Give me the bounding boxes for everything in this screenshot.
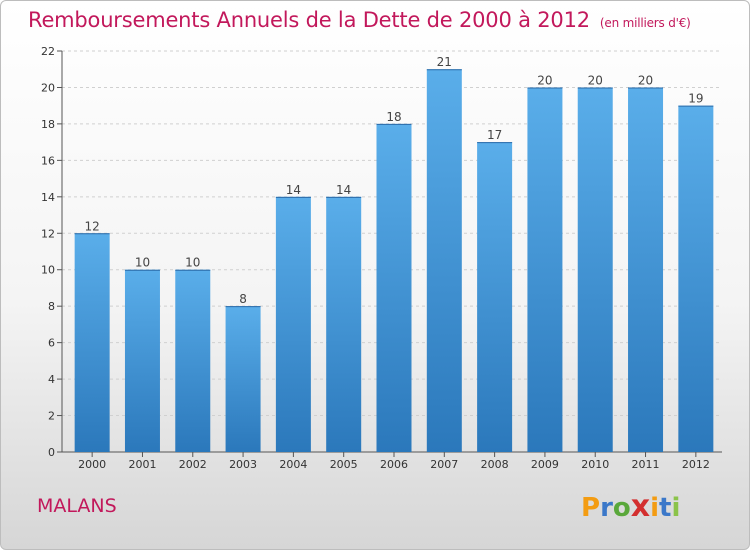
y-tick-label: 10 [41, 264, 55, 277]
x-tick-label: 2003 [229, 458, 257, 471]
proxiti-logo: Proxiti [581, 489, 680, 524]
bar [678, 105, 714, 452]
x-tick-label: 2010 [581, 458, 609, 471]
logo-letter: i [650, 493, 660, 523]
data-labels: 12 10 10 8 14 14 18 21 17 20 20 20 19 [85, 55, 704, 306]
logo-letter: x [630, 489, 651, 524]
y-tick-label: 16 [41, 154, 55, 167]
bar [628, 87, 664, 453]
data-label: 19 [688, 92, 703, 106]
y-tick-label: 14 [41, 191, 55, 204]
y-tick-label: 0 [48, 446, 55, 459]
y-tick-label: 2 [48, 410, 55, 423]
bar [275, 196, 311, 452]
data-label: 20 [537, 73, 552, 87]
data-label: 10 [135, 256, 150, 270]
bar [577, 87, 613, 453]
data-label: 21 [437, 55, 452, 69]
commune-name: MALANS [37, 495, 117, 517]
logo-letter: o [612, 493, 631, 523]
data-label: 20 [638, 73, 653, 87]
bar [527, 87, 563, 453]
bars [74, 69, 714, 453]
y-tick-label: 12 [41, 227, 55, 240]
logo-letter: i [671, 493, 681, 523]
data-label: 10 [185, 256, 200, 270]
x-tick-label: 2007 [430, 458, 458, 471]
x-tick-label: 2000 [78, 458, 106, 471]
bar [175, 269, 211, 452]
chart-title: Remboursements Annuels de la Dette de 20… [28, 8, 691, 32]
data-label: 17 [487, 128, 502, 142]
bar [326, 196, 362, 452]
data-label: 8 [239, 292, 247, 306]
x-tick-label: 2002 [179, 458, 207, 471]
x-tick-label: 2006 [380, 458, 408, 471]
x-tick-label: 2012 [682, 458, 710, 471]
x-tick-label: 2001 [128, 458, 156, 471]
data-label: 14 [336, 183, 351, 197]
bar [426, 69, 462, 453]
data-label: 12 [85, 219, 100, 233]
bar [74, 233, 110, 452]
x-tick-label: 2004 [279, 458, 307, 471]
data-label: 20 [588, 73, 603, 87]
bar [376, 123, 412, 452]
x-tick-label: 2011 [632, 458, 660, 471]
x-tick-label: 2009 [531, 458, 559, 471]
y-tick-label: 8 [48, 300, 55, 313]
bar [124, 269, 160, 452]
logo-letter: t [659, 493, 672, 523]
chart-subtitle: (en milliers d'€) [599, 16, 691, 30]
title-text: Remboursements Annuels de la Dette de 20… [28, 8, 590, 32]
x-tick-label: 2005 [330, 458, 358, 471]
x-tick-label: 2008 [481, 458, 509, 471]
data-label: 14 [286, 183, 301, 197]
bar [225, 306, 261, 452]
logo-letter: P [581, 493, 601, 523]
y-tick-label: 6 [48, 337, 55, 350]
y-tick-label: 18 [41, 118, 55, 131]
logo-letter: r [600, 493, 613, 523]
y-tick-label: 20 [41, 81, 55, 94]
bar [477, 142, 513, 453]
data-label: 18 [386, 110, 401, 124]
y-tick-label: 4 [48, 373, 55, 386]
y-tick-label: 22 [41, 45, 55, 58]
